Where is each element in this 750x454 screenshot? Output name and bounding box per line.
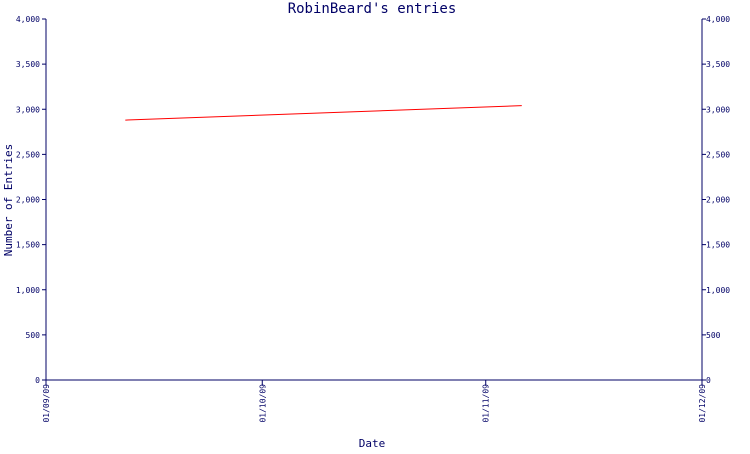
y-tick-label-right: 0: [706, 376, 711, 385]
y-tick-label-left: 3,000: [16, 105, 40, 114]
y-tick-label-left: 3,500: [16, 60, 40, 69]
x-tick-label: 01/10/09: [258, 384, 267, 423]
y-tick-label-right: 3,000: [706, 105, 730, 114]
x-tick-label: 01/09/09: [42, 384, 51, 423]
x-tick-label: 01/11/09: [482, 384, 491, 423]
y-tick-label-right: 2,500: [706, 150, 730, 159]
y-tick-label-right: 1,500: [706, 241, 730, 250]
y-tick-label-right: 2,000: [706, 196, 730, 205]
y-tick-label-right: 1,000: [706, 286, 730, 295]
y-tick-label-left: 500: [26, 331, 41, 340]
x-tick-label: 01/12/09: [698, 384, 707, 423]
chart-title: RobinBeard's entries: [288, 1, 457, 17]
y-tick-label-left: 1,000: [16, 286, 40, 295]
y-tick-label-right: 4,000: [706, 15, 730, 24]
y-tick-label-left: 1,500: [16, 241, 40, 250]
x-axis-label: Date: [359, 437, 386, 450]
y-tick-label-left: 0: [35, 376, 40, 385]
y-tick-label-left: 2,000: [16, 196, 40, 205]
series-line: [125, 105, 522, 121]
y-tick-label-left: 4,000: [16, 15, 40, 24]
y-tick-label-right: 500: [706, 331, 721, 340]
y-tick-label-right: 3,500: [706, 60, 730, 69]
plot-area: 0 0 500 500 1,000 1,000 1,500 1,500 2,000 2,000 2,…: [16, 15, 730, 423]
y-axis-label: Number of Entries: [2, 144, 15, 257]
y-tick-label-left: 2,500: [16, 150, 40, 159]
